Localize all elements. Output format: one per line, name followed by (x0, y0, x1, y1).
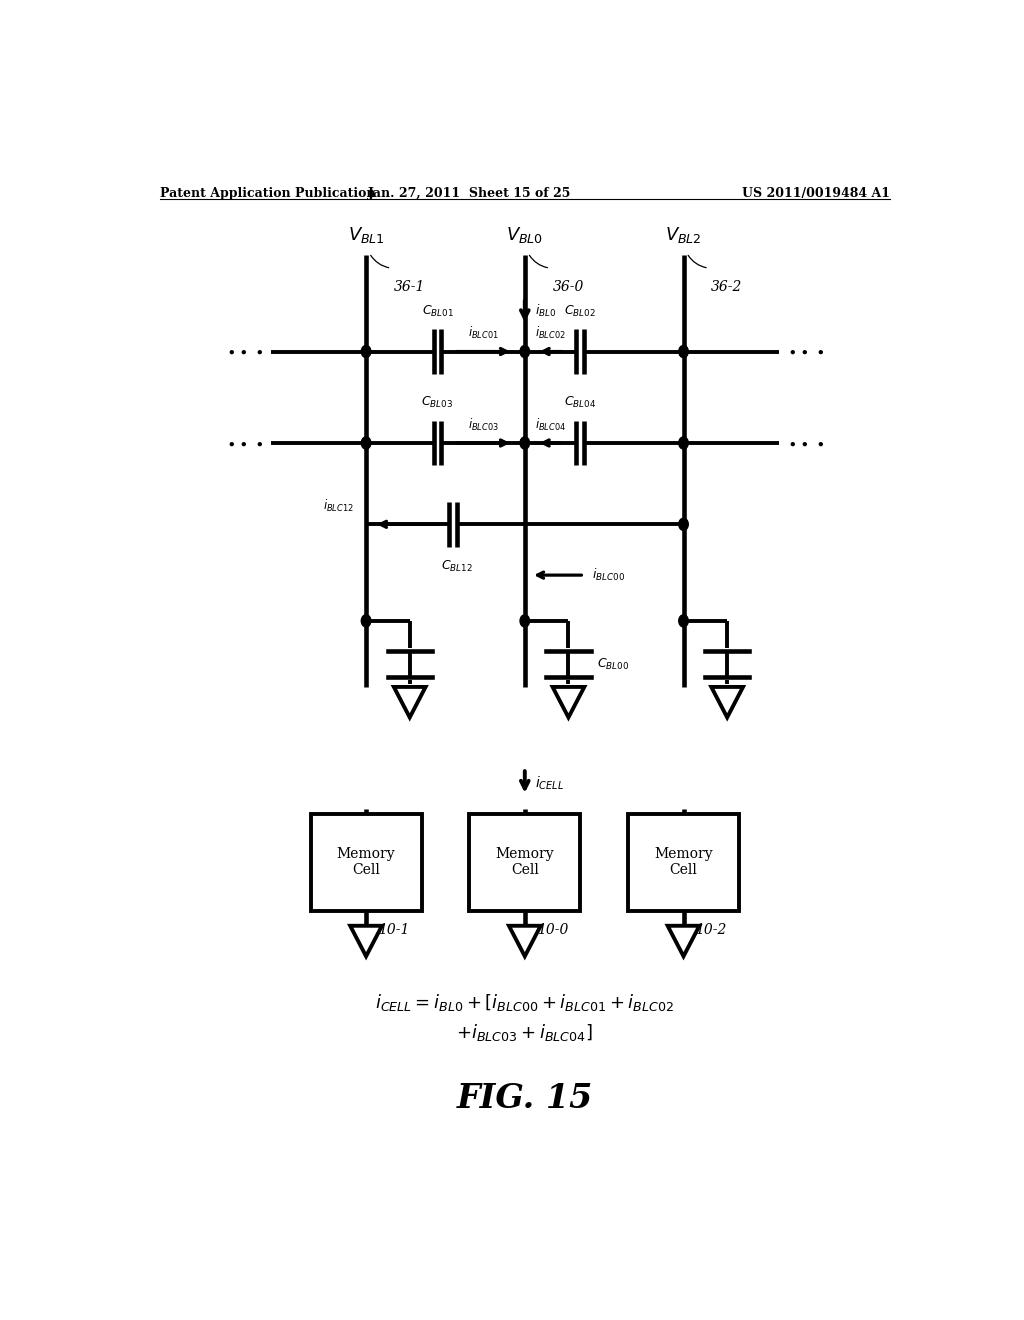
Text: $i_{BLC03}$: $i_{BLC03}$ (468, 417, 499, 433)
Text: $i_{BLC04}$: $i_{BLC04}$ (535, 417, 566, 433)
Text: $\bullet\bullet\bullet$: $\bullet\bullet\bullet$ (786, 345, 823, 359)
Text: 36-2: 36-2 (712, 280, 742, 294)
Circle shape (679, 615, 688, 627)
Text: $V_{BL0}$: $V_{BL0}$ (506, 224, 544, 244)
Text: $i_{BLC02}$: $i_{BLC02}$ (536, 325, 566, 342)
Text: 10-1: 10-1 (378, 923, 410, 937)
Text: $i_{CELL} = i_{BL0}+ [i_{BLC00} + i_{BLC01} + i_{BLC02}$: $i_{CELL} = i_{BL0}+ [i_{BLC00} + i_{BLC… (375, 991, 675, 1012)
Text: Patent Application Publication: Patent Application Publication (160, 187, 375, 199)
Text: $C_{BL00}$: $C_{BL00}$ (597, 656, 629, 672)
Text: $C_{BL02}$: $C_{BL02}$ (564, 304, 596, 319)
Text: $C_{BL12}$: $C_{BL12}$ (441, 558, 473, 574)
Circle shape (679, 346, 688, 358)
Text: $i_{BLC00}$: $i_{BLC00}$ (592, 568, 626, 583)
Text: US 2011/0019484 A1: US 2011/0019484 A1 (741, 187, 890, 199)
Text: $V_{BL1}$: $V_{BL1}$ (348, 224, 384, 244)
Circle shape (361, 437, 371, 449)
Circle shape (361, 346, 371, 358)
Text: Jan. 27, 2011  Sheet 15 of 25: Jan. 27, 2011 Sheet 15 of 25 (368, 187, 571, 199)
FancyBboxPatch shape (310, 814, 422, 911)
Text: $+ i_{BLC03} + i_{BLC04}]$: $+ i_{BLC03} + i_{BLC04}]$ (457, 1022, 593, 1043)
Text: $V_{BL2}$: $V_{BL2}$ (666, 224, 701, 244)
Text: $C_{BL03}$: $C_{BL03}$ (422, 396, 454, 411)
Circle shape (361, 615, 371, 627)
Circle shape (679, 519, 688, 531)
FancyBboxPatch shape (628, 814, 739, 911)
Text: $i_{BLC12}$: $i_{BLC12}$ (324, 498, 354, 515)
Text: 36-1: 36-1 (394, 280, 425, 294)
Text: 10-0: 10-0 (537, 923, 568, 937)
Text: 36-0: 36-0 (553, 280, 584, 294)
Text: $\bullet\bullet\bullet$: $\bullet\bullet\bullet$ (226, 345, 263, 359)
Text: 10-2: 10-2 (695, 923, 727, 937)
Circle shape (520, 615, 529, 627)
Circle shape (520, 437, 529, 449)
Text: $i_{BLC01}$: $i_{BLC01}$ (468, 325, 499, 342)
Circle shape (520, 346, 529, 358)
Text: Memory
Cell: Memory Cell (496, 847, 554, 878)
Text: Memory
Cell: Memory Cell (337, 847, 395, 878)
Text: FIG. 15: FIG. 15 (457, 1082, 593, 1115)
Text: $\bullet\bullet\bullet$: $\bullet\bullet\bullet$ (786, 436, 823, 450)
Text: $C_{BL01}$: $C_{BL01}$ (422, 304, 454, 319)
Text: $C_{BL04}$: $C_{BL04}$ (564, 396, 596, 411)
Circle shape (679, 437, 688, 449)
FancyBboxPatch shape (469, 814, 581, 911)
Text: Memory
Cell: Memory Cell (654, 847, 713, 878)
Text: $i_{CELL}$: $i_{CELL}$ (536, 775, 564, 792)
Text: $i_{BL0}$: $i_{BL0}$ (536, 302, 556, 319)
Text: $\bullet\bullet\bullet$: $\bullet\bullet\bullet$ (226, 436, 263, 450)
